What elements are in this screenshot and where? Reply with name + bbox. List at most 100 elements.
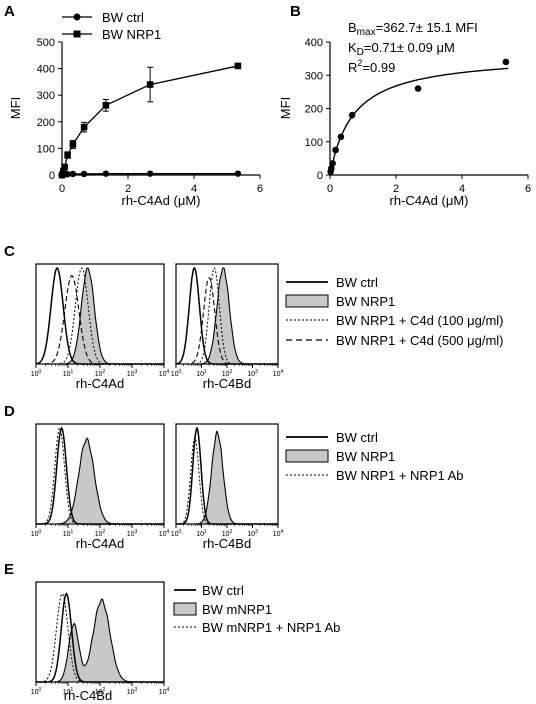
legend-label: BW ctrl <box>336 430 378 445</box>
histogram-x-label: rh-C4Bd <box>203 376 251 391</box>
legend-marker-bw-ctrl <box>73 13 81 21</box>
x-tick-label: 6 <box>257 183 263 195</box>
data-point-bw-nrp1 <box>234 62 242 70</box>
decade-tick-label: 103 <box>127 687 138 696</box>
decade-tick-label: 101 <box>196 529 207 538</box>
decade-tick-label: 101 <box>63 687 74 696</box>
decade-tick-label: 104 <box>159 369 170 378</box>
x-tick-label: 6 <box>525 183 531 195</box>
y-tick-label: 0 <box>317 170 323 182</box>
y-tick-label: 200 <box>305 104 323 116</box>
data-point <box>348 111 356 119</box>
y-tick-label: 200 <box>37 117 55 129</box>
panel-label-a: A <box>4 3 15 20</box>
legend-label: BW NRP1 <box>336 294 395 309</box>
data-point-bw-ctrl <box>234 170 242 177</box>
y-tick-label: 500 <box>37 37 55 49</box>
panel-label-b: B <box>290 3 301 20</box>
kd-annotation: KD=0.71± 0.09 μM <box>348 40 455 58</box>
legend-label: BW mNRP1 <box>202 602 272 617</box>
histogram-x-label: rh-C4Bd <box>203 536 251 551</box>
chart-b-x-label: rh-C4Ad (μM) <box>390 193 469 208</box>
data-point-bw-nrp1 <box>69 141 77 148</box>
data-point-bw-ctrl <box>69 170 77 178</box>
decade-tick-label: 104 <box>159 529 170 538</box>
x-tick-label: 0 <box>327 183 333 195</box>
data-point <box>502 58 510 66</box>
histogram-d-rh-c4bd: rh-C4Bd 100 101 102 103 104 <box>171 423 284 551</box>
data-point-bw-nrp1 <box>80 123 88 131</box>
data-point <box>414 85 422 92</box>
decade-tick-label: 100 <box>171 369 182 378</box>
panel-label-c: C <box>4 243 15 260</box>
r2-annotation: R2=0.99 <box>348 58 395 75</box>
decade-tick-label: 100 <box>31 369 42 378</box>
y-tick-label: 400 <box>37 64 55 76</box>
chart-a-x-label: rh-C4Ad (μM) <box>122 193 201 208</box>
y-tick-label: 100 <box>37 143 55 155</box>
legend-label: BW ctrl <box>336 275 378 290</box>
histogram-bw-nrp1 <box>36 267 164 365</box>
histogram-nrp1-ab <box>36 427 164 525</box>
legend-label: BW mNRP1 + NRP1 Ab <box>202 620 340 635</box>
histogram-x-label: rh-C4Ad <box>76 536 124 551</box>
chart-b-y-label: MFI <box>278 97 293 119</box>
histogram-e-rh-c4bd: rh-C4Bd 100 101 102 103 104 <box>31 581 170 703</box>
panel-d-histograms: rh-C4Ad 100 101 102 103 104 rh-C4Bd 100 101 10… <box>31 423 464 551</box>
decade-tick-label: 101 <box>196 369 207 378</box>
histogram-c-rh-c4ad: rh-C4Ad 100 101 102 103 104 <box>31 263 170 391</box>
legend-swatch-filled <box>285 449 329 463</box>
x-tick-label: 4 <box>191 183 197 195</box>
x-tick-label: 0 <box>59 183 65 195</box>
data-point <box>332 146 339 154</box>
decade-tick-label: 103 <box>247 529 258 538</box>
decade-tick-label: 103 <box>247 369 258 378</box>
decade-tick-label: 100 <box>171 529 182 538</box>
fit-statistics: Bmax=362.7± 15.1 MFI KD=0.71± 0.09 μM R2… <box>348 20 478 75</box>
y-tick-label: 0 <box>49 170 55 182</box>
legend-label: BW NRP1 + C4d (500 μg/ml) <box>336 333 504 348</box>
decade-tick-label: 102 <box>222 369 233 378</box>
panel-label-e: E <box>4 561 14 578</box>
decade-tick-label: 104 <box>273 369 284 378</box>
histogram-nrp1-ab <box>176 437 278 525</box>
data-point <box>328 165 335 172</box>
decade-tick-label: 104 <box>159 687 170 696</box>
saturation-fit-chart: MFI rh-C4Ad (μM) Bmax=362.7± 15.1 MFI KD… <box>278 20 531 208</box>
panel-d-legend: BW ctrl BW NRP1 BW NRP1 + NRP1 Ab <box>285 430 464 483</box>
binding-curve-chart: MFI rh-C4Ad (μM) BW ctrl BW NRP1 0 100 200… <box>8 10 263 208</box>
y-tick-label: 300 <box>37 90 55 102</box>
legend-label-bw-ctrl: BW ctrl <box>102 10 144 25</box>
decade-tick-label: 104 <box>273 529 284 538</box>
data-point-bw-nrp1 <box>58 171 66 179</box>
panel-label-d: D <box>4 403 15 420</box>
histogram-x-label: rh-C4Ad <box>76 376 124 391</box>
legend-label-bw-nrp1: BW NRP1 <box>102 27 161 42</box>
legend-swatch-filled <box>285 294 329 308</box>
decade-tick-label: 103 <box>127 369 138 378</box>
panel-e-histograms: rh-C4Bd 100 101 102 103 104 BW ctrl BW mNRP1… <box>31 581 340 703</box>
chart-a-legend: BW ctrl BW NRP1 <box>62 10 161 42</box>
x-tick-label: 2 <box>125 183 131 195</box>
histogram-c4d-100 <box>36 267 164 365</box>
data-point <box>337 133 345 141</box>
panel-e-legend: BW ctrl BW mNRP1 BW mNRP1 + NRP1 Ab <box>173 583 340 635</box>
decade-tick-label: 102 <box>95 687 106 696</box>
data-point-bw-ctrl <box>146 170 154 177</box>
histogram-c4d-500 <box>36 275 164 365</box>
panel-c-histograms: rh-C4Ad 100 101 102 103 104 rh-C4Bd 100 101 10… <box>31 263 504 391</box>
histogram-c-rh-c4bd: rh-C4Bd 100 101 102 103 104 <box>171 263 284 391</box>
data-point-bw-nrp1 <box>60 167 67 175</box>
y-tick-label: 300 <box>305 70 323 82</box>
legend-marker-bw-nrp1 <box>73 30 81 38</box>
data-point-bw-nrp1 <box>64 151 71 159</box>
decade-tick-label: 100 <box>31 687 42 696</box>
data-point <box>329 160 336 167</box>
fit-curve <box>329 67 509 176</box>
x-tick-label: 4 <box>459 183 465 195</box>
legend-label: BW NRP1 + C4d (100 μg/ml) <box>336 313 504 328</box>
legend-label: BW NRP1 + NRP1 Ab <box>336 468 464 483</box>
legend-label: BW ctrl <box>202 583 244 598</box>
histogram-nrp1-ab <box>36 593 164 683</box>
